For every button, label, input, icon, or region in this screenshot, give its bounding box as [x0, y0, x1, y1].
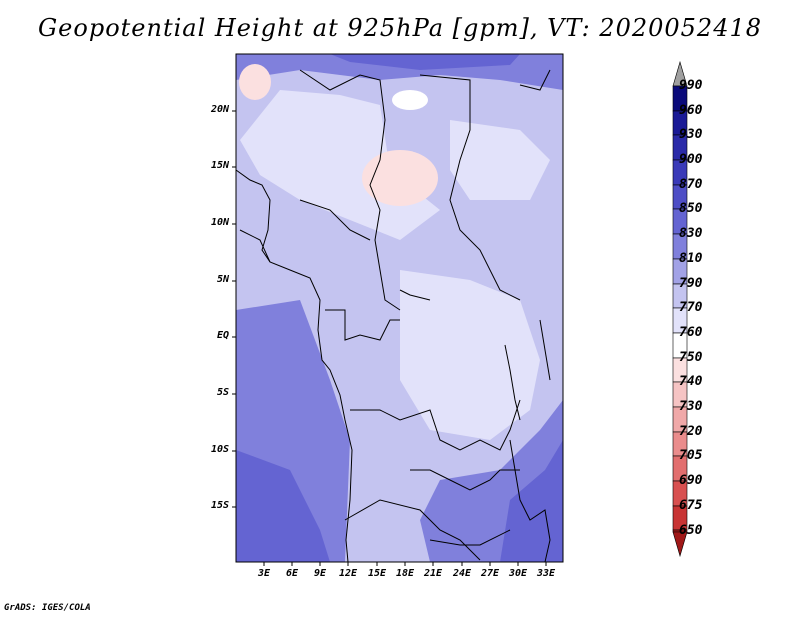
colorbar-label-790: 790 — [679, 276, 703, 291]
lon-label-18e: 18E — [395, 568, 415, 579]
colorbar-label-870: 870 — [679, 177, 703, 192]
lat-label-15s: 15S — [210, 500, 229, 511]
map-plot — [235, 54, 563, 563]
lat-label-10s: 10S — [210, 444, 229, 455]
lon-label-33e: 33E — [536, 568, 556, 579]
colorbar-label-705: 705 — [679, 448, 703, 463]
colorbar-label-810: 810 — [679, 251, 703, 266]
colorbar-label-650: 650 — [679, 523, 703, 538]
colorbar-label-675: 675 — [679, 498, 703, 513]
lat-label-5s: 5S — [216, 387, 229, 398]
lon-label-6e: 6E — [285, 568, 299, 579]
colorbar-label-930: 930 — [679, 127, 703, 142]
congo-light-field — [400, 270, 540, 440]
lon-label-24e: 24E — [452, 568, 472, 579]
lon-label-21e: 21E — [423, 568, 443, 579]
lat-label-15n: 15N — [210, 160, 229, 171]
colorbar-label-760: 760 — [679, 325, 703, 340]
lat-label-5n: 5N — [216, 274, 229, 285]
lon-label-12e: 12E — [338, 568, 358, 579]
colorbar-label-900: 900 — [679, 152, 703, 167]
colorbar-label-750: 750 — [679, 350, 703, 365]
colorbar-label-740: 740 — [679, 374, 703, 389]
lon-label-3e: 3E — [257, 568, 271, 579]
lon-label-27e: 27E — [480, 568, 500, 579]
colorbar-label-770: 770 — [679, 300, 703, 315]
colorbar-label-990: 990 — [679, 78, 703, 93]
lat-label-10n: 10N — [210, 217, 229, 228]
colorbar-label-960: 960 — [679, 103, 703, 118]
southeast-deep-field — [500, 440, 563, 562]
low-height-patch-nw — [239, 64, 271, 100]
colorbar-label-850: 850 — [679, 201, 703, 216]
grads-credit: GrADS: IGES/COLA — [4, 603, 91, 613]
lat-label-20n: 20N — [210, 104, 229, 115]
axis-ticks — [232, 110, 547, 566]
map-title: Geopotential Height at 925hPa [gpm], VT:… — [38, 14, 762, 42]
lon-label-30e: 30E — [508, 568, 528, 579]
map-frame — [235, 53, 564, 563]
lon-label-15e: 15E — [367, 568, 387, 579]
colorbar-label-690: 690 — [679, 473, 703, 488]
colorbar-label-830: 830 — [679, 226, 703, 241]
coastlines — [235, 69, 551, 563]
white-patch — [392, 90, 428, 110]
ocean-deep-field — [236, 450, 330, 562]
lon-label-9e: 9E — [313, 568, 327, 579]
low-height-patch — [362, 150, 438, 206]
colorbar-label-720: 720 — [679, 424, 703, 439]
north-deep-field — [330, 54, 520, 70]
colorbar — [672, 60, 688, 558]
lat-label-eq: EQ — [216, 330, 229, 341]
east-light-field — [450, 120, 550, 200]
colorbar-label-730: 730 — [679, 399, 703, 414]
colorbar-under-arrow — [672, 531, 688, 558]
